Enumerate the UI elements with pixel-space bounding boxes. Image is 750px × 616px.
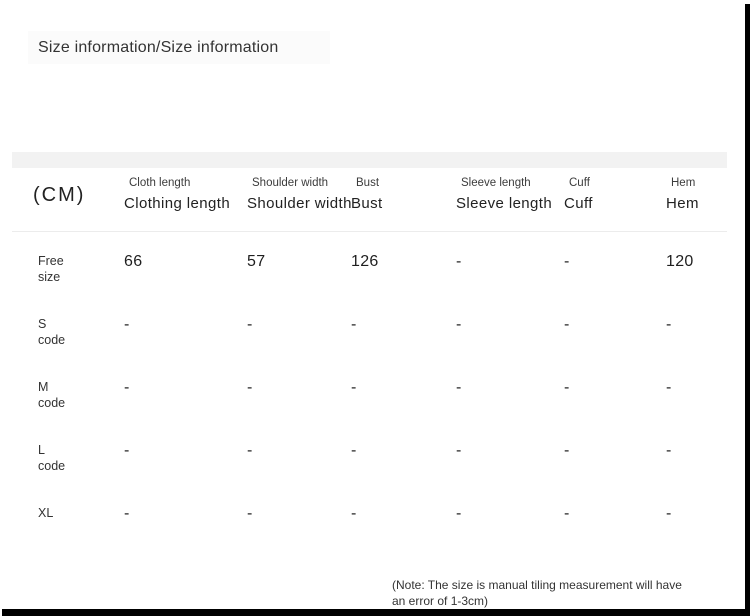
column-header-bottom-label: Sleeve length	[456, 195, 553, 212]
column-header-bottom-label: Bust	[351, 195, 383, 212]
unit-label: (CM)	[33, 184, 86, 206]
row-label: M code	[12, 379, 124, 411]
column-header-bottom-label: Hem	[666, 195, 699, 212]
row-label: Free size	[12, 253, 124, 285]
column-header-hem: Hem Hem	[666, 177, 727, 231]
row-label-line2: size	[38, 270, 61, 284]
page-title: Size information/Size information	[38, 38, 279, 56]
column-header-bottom-label: Clothing length	[124, 195, 231, 212]
cell-value: -	[351, 505, 357, 522]
cell-value: 126	[351, 253, 379, 270]
measurement-note-line2: an error of 1-3cm)	[392, 593, 489, 608]
cell-value: -	[124, 442, 130, 459]
column-header-bottom-label: Cuff	[564, 195, 593, 212]
cell-value: -	[666, 505, 672, 522]
column-header-bottom-label: Shoulder width	[247, 195, 352, 212]
table-row-xl: XL - - - - - -	[12, 484, 727, 547]
bottom-frame-border	[2, 609, 750, 616]
cell-value: -	[124, 316, 130, 333]
table-top-band	[12, 152, 727, 168]
cell-value: -	[564, 442, 570, 459]
row-label-line1: L	[38, 443, 45, 457]
table-row-free-size: Free size 66 57 126 - - 120	[12, 232, 727, 295]
measurement-note: (Note: The size is manual tiling measure…	[392, 578, 722, 609]
cell-value: 120	[666, 253, 694, 270]
table-row-l-code: L code - - - - - -	[12, 421, 727, 484]
cell-value: -	[666, 379, 672, 396]
cell-value: -	[564, 253, 570, 270]
column-header-clothing-length: Cloth length Clothing length	[124, 177, 247, 231]
size-table: (CM) Cloth length Clothing length Should…	[12, 152, 727, 547]
table-row-m-code: M code - - - - - -	[12, 358, 727, 421]
cell-value: -	[564, 379, 570, 396]
cell-value: -	[456, 379, 462, 396]
cell-value: -	[351, 316, 357, 333]
cell-value: -	[456, 505, 462, 522]
cell-value: -	[247, 442, 253, 459]
cell-value: 57	[247, 253, 266, 270]
row-label-line2: code	[38, 396, 66, 410]
row-label-line1: S	[38, 317, 47, 331]
row-label: S code	[12, 316, 124, 348]
column-header-top-label: Cuff	[569, 177, 590, 189]
cell-value: -	[456, 316, 462, 333]
cell-value: -	[247, 379, 253, 396]
column-header-top-label: Cloth length	[129, 177, 191, 189]
cell-value: -	[247, 505, 253, 522]
column-header-top-label: Hem	[671, 177, 696, 189]
cell-value: -	[564, 505, 570, 522]
cell-value: -	[564, 316, 570, 333]
cell-value: -	[666, 316, 672, 333]
column-header-top-label: Bust	[356, 177, 380, 189]
column-header-top-label: Sleeve length	[461, 177, 531, 189]
cell-value: -	[124, 505, 130, 522]
row-label-line2: code	[38, 459, 66, 473]
table-header-row: (CM) Cloth length Clothing length Should…	[12, 168, 727, 232]
cell-value: -	[666, 442, 672, 459]
row-label-line1: XL	[38, 506, 54, 520]
cell-value: -	[247, 316, 253, 333]
table-row-s-code: S code - - - - - -	[12, 295, 727, 358]
cell-value: -	[351, 379, 357, 396]
cell-value: 66	[124, 253, 143, 270]
column-header-cuff: Cuff Cuff	[564, 177, 666, 231]
measurement-note-line1: (Note: The size is manual tiling measure…	[392, 578, 682, 592]
column-header-shoulder-width: Shoulder width Shoulder width	[247, 177, 351, 231]
cell-value: -	[351, 442, 357, 459]
cell-value: -	[124, 379, 130, 396]
row-label-line2: code	[38, 333, 66, 347]
row-label: L code	[12, 442, 124, 474]
column-header-bust: Bust Bust	[351, 177, 456, 231]
column-header-top-label: Shoulder width	[252, 177, 329, 189]
row-label-line1: Free	[38, 254, 64, 268]
row-label-line1: M	[38, 380, 49, 394]
cell-value: -	[456, 442, 462, 459]
right-frame-border	[745, 4, 750, 616]
row-label: XL	[12, 505, 124, 521]
cell-value: -	[456, 253, 462, 270]
section-title-box: Size information/Size information	[28, 31, 330, 64]
column-header-sleeve-length: Sleeve length Sleeve length	[456, 177, 564, 231]
